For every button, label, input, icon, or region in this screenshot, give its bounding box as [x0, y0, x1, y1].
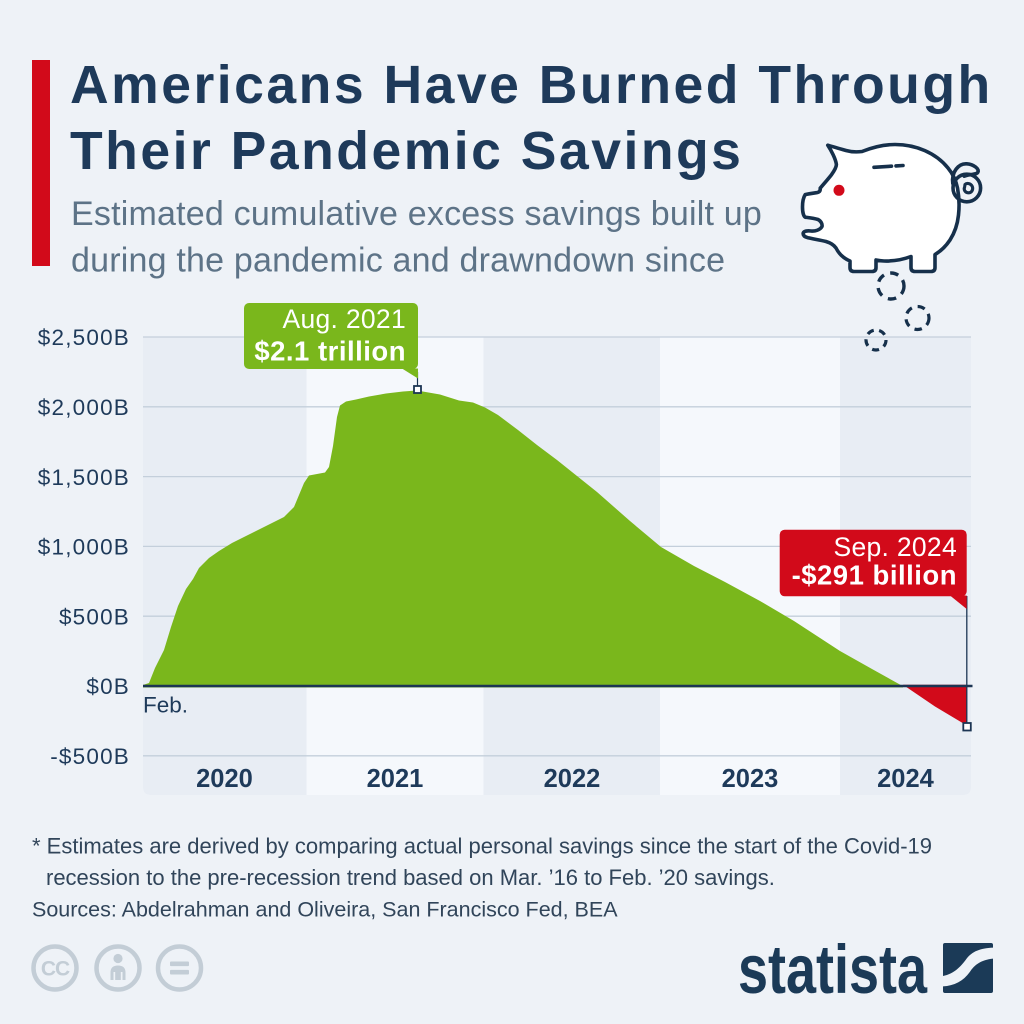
- svg-text:-$500B: -$500B: [50, 744, 130, 769]
- svg-text:statista: statista: [738, 932, 928, 1009]
- svg-text:during the pandemic and drawnd: during the pandemic and drawndown since: [71, 242, 725, 280]
- svg-text:$2,500B: $2,500B: [38, 325, 130, 350]
- svg-text:$1,000B: $1,000B: [38, 535, 130, 560]
- svg-text:Feb.: Feb.: [143, 693, 188, 718]
- svg-text:2023: 2023: [722, 765, 779, 793]
- svg-text:$500B: $500B: [59, 604, 130, 629]
- svg-text:Sep. 2024: Sep. 2024: [833, 532, 957, 562]
- svg-text:Estimated cumulative excess sa: Estimated cumulative excess savings buil…: [71, 195, 762, 233]
- svg-text:Aug. 2021: Aug. 2021: [282, 304, 406, 334]
- svg-text:* Estimates are derived by com: * Estimates are derived by comparing act…: [32, 834, 932, 859]
- svg-text:2022: 2022: [544, 765, 601, 793]
- svg-text:-$291 billion: -$291 billion: [792, 560, 957, 591]
- svg-text:2021: 2021: [367, 765, 424, 793]
- svg-text:2020: 2020: [196, 765, 253, 793]
- svg-text:recession to the pre-recession: recession to the pre-recession trend bas…: [46, 865, 775, 890]
- svg-text:2024: 2024: [877, 765, 935, 793]
- svg-text:CC: CC: [41, 958, 70, 981]
- svg-text:$2,000B: $2,000B: [38, 395, 130, 420]
- svg-text:Sources: Abdelrahman and Olive: Sources: Abdelrahman and Oliveira, San F…: [32, 898, 618, 922]
- svg-text:Americans Have Burned Through: Americans Have Burned Through: [70, 56, 993, 115]
- svg-text:$0B: $0B: [86, 674, 130, 699]
- svg-text:Their Pandemic Savings: Their Pandemic Savings: [70, 122, 743, 181]
- svg-text:$2.1 trillion: $2.1 trillion: [254, 335, 406, 366]
- svg-text:$1,500B: $1,500B: [38, 465, 130, 490]
